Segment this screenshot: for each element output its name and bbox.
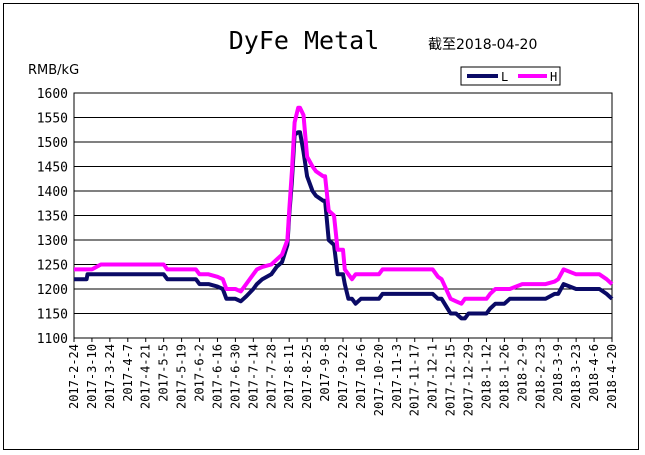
legend-label-h: H	[550, 70, 557, 84]
x-tick-label: 2017-12-15	[444, 344, 458, 416]
x-tick-label: 2018-4-6	[587, 344, 601, 402]
y-tick-labels: 1600 1550 1500 1450 1400 1350 1300 1250 1200 1150…	[37, 87, 68, 347]
chart-subtitle: 截至2018-04-20	[428, 37, 537, 53]
x-tick-label: 2017-7-14	[246, 344, 260, 409]
x-tick-label: 2018-1-26	[497, 344, 511, 409]
chart-frame: DyFe Metal 截至2018-04-20 RMB/kG 1600 1550 1…	[3, 3, 639, 450]
y-tick-label: 1200	[37, 283, 68, 298]
y-tick-label: 1250	[37, 259, 68, 274]
x-tick-label: 2017-12-29	[462, 344, 476, 416]
x-tick-label: 2017-4-7	[121, 344, 135, 402]
x-tick-label: 2017-8-25	[300, 344, 314, 409]
x-tick-label: 2017-5-19	[175, 344, 189, 409]
y-tick-label: 1450	[37, 161, 68, 176]
series-line-l	[74, 130, 614, 321]
x-tick-label: 2017-11-3	[390, 344, 404, 409]
x-tick-label: 2017-3-24	[103, 344, 117, 409]
y-tick-label: 1550	[37, 112, 68, 127]
chart-svg: DyFe Metal 截至2018-04-20 RMB/kG 160015501…	[28, 26, 619, 416]
y-tick-label: 1400	[37, 185, 68, 200]
x-tick-label: 2017-5-5	[157, 344, 171, 402]
x-tick-label: 2018-2-9	[515, 344, 529, 402]
y-tick-label: 1150	[37, 308, 68, 323]
x-tick-label: 2018-3-9	[551, 344, 565, 402]
x-tick-label: 2017-4-21	[139, 344, 153, 409]
x-tick-label: 2018-4-20	[605, 344, 619, 409]
y-tick-label: 1350	[37, 210, 68, 225]
x-tick-label: 2017-10-20	[372, 344, 386, 416]
x-tick-label: 2017-3-10	[85, 344, 99, 409]
y-axis-unit: RMB/kG	[28, 63, 79, 78]
y-tick-label: 1100	[37, 332, 68, 347]
legend: L H	[460, 66, 561, 86]
x-tick-label: 2017-7-28	[264, 344, 278, 409]
x-tick-label: 2018-3-23	[569, 344, 583, 409]
x-tick-labels: 2017-2-24 2017-3-10 2017-3-24 2017-4-7 2017-…	[67, 338, 619, 416]
x-tick-label: 2017-6-2	[193, 344, 207, 402]
legend-label-l: L	[501, 70, 508, 84]
x-tick-label: 2017-2-24	[67, 344, 81, 409]
grid-lines	[73, 92, 613, 339]
x-tick-label: 2017-11-17	[408, 344, 422, 416]
x-tick-label: 2017-9-8	[318, 344, 332, 402]
series-group	[74, 105, 614, 321]
y-tick-label: 1300	[37, 234, 68, 249]
chart-title: DyFe Metal	[229, 26, 380, 55]
y-tick-label: 1500	[37, 136, 68, 151]
x-tick-label: 2017-8-11	[282, 344, 296, 409]
x-tick-label: 2018-2-23	[533, 344, 547, 409]
x-tick-label: 2017-10-6	[354, 344, 368, 409]
x-tick-label: 2017-12-1	[426, 344, 440, 409]
series-line-h	[74, 105, 614, 306]
x-tick-label: 2017-9-22	[336, 344, 350, 409]
y-tick-label: 1600	[37, 87, 68, 102]
x-tick-label: 2017-6-16	[210, 344, 224, 409]
x-tick-label: 2017-6-30	[228, 344, 242, 409]
x-tick-label: 2018-1-12	[479, 344, 493, 409]
legend-box	[460, 66, 561, 86]
